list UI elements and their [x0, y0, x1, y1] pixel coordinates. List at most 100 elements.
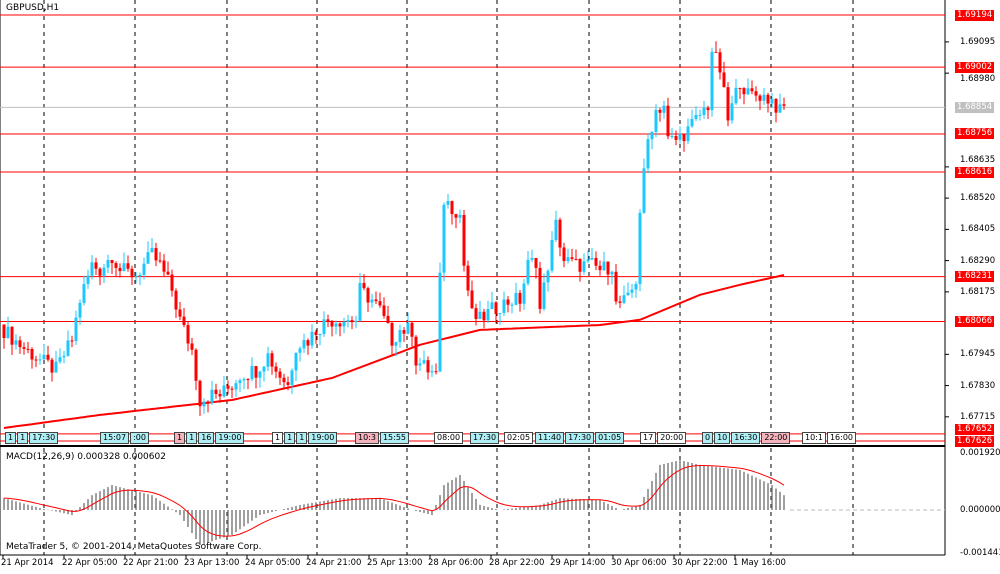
event-marker[interactable]: 10:1 [802, 432, 826, 444]
candle-body [210, 389, 214, 403]
event-marker[interactable]: 22:00 [761, 432, 791, 444]
event-marker[interactable]: 19:00 [215, 432, 245, 444]
candle-body [194, 349, 198, 381]
event-marker[interactable]: 1 [5, 432, 17, 444]
macd-signal-line [3, 465, 785, 537]
candle-body [166, 271, 170, 275]
event-marker[interactable]: 17:30 [470, 432, 500, 444]
candle-body [742, 88, 746, 95]
candle-body [234, 383, 238, 390]
candle-body [374, 299, 378, 302]
candle-body [94, 262, 98, 269]
price-level-label: 1.68616 [955, 166, 995, 178]
candle-body [506, 299, 510, 305]
candle-body [106, 259, 110, 268]
candle-body [710, 51, 714, 111]
candle-body [426, 360, 430, 373]
candle-body [218, 393, 222, 397]
candle-body [314, 331, 318, 336]
event-marker[interactable]: 16:00 [826, 432, 857, 444]
candle-body [154, 248, 158, 261]
macd-tick-label: 0.000000 [960, 505, 1000, 515]
candle-body [550, 239, 554, 271]
candle-body [262, 366, 266, 372]
candle-body [598, 265, 602, 271]
event-marker[interactable]: 10 [714, 432, 731, 444]
candle-body [66, 340, 70, 356]
candle-body [502, 299, 506, 314]
candle-body [586, 259, 590, 262]
candle-body [22, 347, 26, 349]
event-marker[interactable]: 1 [174, 432, 186, 444]
event-marker[interactable]: 16 [198, 432, 215, 444]
event-marker[interactable]: 0 [702, 432, 714, 444]
candle-body [482, 311, 486, 321]
event-marker[interactable]: 15:55 [379, 432, 410, 444]
event-marker[interactable]: 17:30 [565, 432, 595, 444]
candle-body [274, 366, 278, 372]
candle-body [746, 88, 750, 95]
candle-body [638, 212, 642, 284]
candle-body [478, 311, 482, 319]
event-marker[interactable]: 20:00 [657, 432, 687, 444]
candle-body [86, 275, 90, 285]
candle-body [366, 288, 370, 303]
x-tick-label: 23 Apr 13:00 [184, 558, 240, 568]
candle-body [26, 348, 30, 350]
event-marker[interactable]: 11:40 [535, 432, 565, 444]
candle-body [138, 274, 142, 277]
event-marker[interactable]: 17:30 [29, 432, 59, 444]
candle-body [690, 118, 694, 127]
event-marker[interactable]: 01:05 [595, 432, 625, 444]
candle-body [474, 308, 478, 319]
candle-body [630, 289, 634, 293]
candle-body [338, 323, 342, 327]
event-marker[interactable]: 08:00 [434, 432, 464, 444]
candle-body [614, 271, 618, 302]
candle-body [694, 114, 698, 119]
price-level-label: 1.67626 [955, 435, 995, 447]
candle-body [626, 292, 630, 296]
candle-body [254, 366, 258, 378]
y-tick-label: 1.68175 [960, 286, 996, 297]
candle-body [54, 361, 58, 373]
x-tick-label: 29 Apr 14:00 [550, 558, 606, 568]
candle-body [398, 330, 402, 343]
candle-body [722, 72, 726, 88]
event-marker[interactable]: 15:07 [100, 432, 130, 444]
event-marker[interactable]: 19:00 [308, 432, 338, 444]
candle-body [738, 87, 742, 89]
event-marker[interactable]: 1 [186, 432, 198, 444]
event-marker[interactable]: 1 [296, 432, 308, 444]
candle-body [758, 95, 762, 101]
candle-body [410, 322, 414, 337]
candle-body [278, 371, 282, 378]
candle-body [602, 261, 606, 271]
event-marker[interactable]: 1 [17, 432, 29, 444]
event-marker[interactable]: :00 [130, 432, 149, 444]
event-marker[interactable]: 1 [284, 432, 296, 444]
candle-body [442, 204, 446, 273]
candle-body [390, 322, 394, 346]
candle-body [114, 263, 118, 268]
candle-body [418, 363, 422, 366]
event-marker[interactable]: 10:3 [355, 432, 379, 444]
candle-body [130, 268, 134, 278]
event-marker[interactable]: 16:30 [731, 432, 761, 444]
event-marker[interactable]: 1 [272, 432, 284, 444]
candle-body [454, 214, 458, 218]
x-tick-label: 24 Apr 21:00 [306, 558, 362, 568]
candle-body [70, 340, 74, 342]
candle-body [230, 388, 234, 390]
candle-body [30, 349, 34, 360]
candle-body [554, 219, 558, 240]
event-marker[interactable]: 02:05 [504, 432, 534, 444]
candle-body [634, 283, 638, 290]
x-tick-label: 21 Apr 2014 [1, 558, 54, 568]
event-marker[interactable]: 17 [640, 432, 657, 444]
candle-body [402, 330, 406, 334]
candle-body [158, 260, 162, 262]
candle-body [666, 105, 670, 137]
candle-body [298, 348, 302, 353]
